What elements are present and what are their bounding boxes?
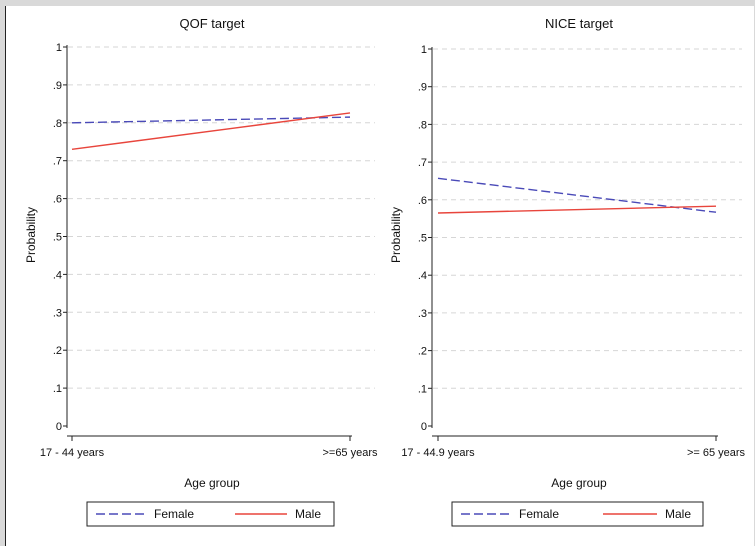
legend-female-label: Female bbox=[154, 507, 194, 521]
y-tick-label: .3 bbox=[53, 307, 62, 319]
y-axis-title-qof: Probability bbox=[24, 207, 38, 263]
x-axis-title-qof: Age group bbox=[184, 476, 240, 490]
y-tick-label: .6 bbox=[418, 195, 427, 207]
y-tick-label: .7 bbox=[53, 156, 62, 168]
y-tick-label: .2 bbox=[53, 345, 62, 357]
series-nice bbox=[437, 177, 717, 214]
y-tick-label: .4 bbox=[418, 270, 427, 282]
series-qof bbox=[71, 112, 351, 151]
x-ticks-nice: 17 - 44.9 years >= 65 years bbox=[401, 435, 746, 459]
gridlines-nice bbox=[433, 48, 742, 389]
y-tick-label: .6 bbox=[53, 194, 62, 206]
x-tick-label: >= 65 years bbox=[687, 447, 746, 459]
y-tick-label: 0 bbox=[56, 421, 62, 433]
y-tick-label: .1 bbox=[53, 383, 62, 395]
y-tick-label: .8 bbox=[53, 118, 62, 130]
y-tick-label: .4 bbox=[53, 269, 62, 281]
y-tick-label: 1 bbox=[421, 44, 427, 56]
y-axis-title-nice: Probability bbox=[389, 207, 403, 263]
y-tick-label: .7 bbox=[418, 157, 427, 169]
y-ticks-qof: 0 .1 .2 .3 .4 .5 .6 .7 .8 .9 1 bbox=[53, 42, 68, 433]
series-line-female bbox=[71, 116, 351, 124]
y-ticks-nice: 0 .1 .2 .3 .4 .5 .6 .7 .8 .9 1 bbox=[418, 44, 433, 433]
y-tick-label: .5 bbox=[53, 232, 62, 244]
legend-male-label: Male bbox=[665, 507, 691, 521]
legend-nice: Female Male bbox=[451, 501, 704, 527]
panel-title-nice: NICE target bbox=[545, 16, 613, 31]
y-tick-label: .9 bbox=[53, 80, 62, 92]
y-tick-label: .8 bbox=[418, 119, 427, 131]
gridlines-qof bbox=[68, 46, 375, 389]
series-line-male bbox=[437, 205, 717, 214]
y-tick-label: 0 bbox=[421, 421, 427, 433]
y-tick-label: .5 bbox=[418, 233, 427, 245]
x-ticks-qof: 17 - 44 years >=65 years bbox=[40, 435, 378, 459]
x-tick-label: 17 - 44.9 years bbox=[401, 447, 475, 459]
legend-qof: Female Male bbox=[86, 501, 335, 527]
panel-nice-target: NICE target Age group Probability 0 .1 .2.… bbox=[389, 16, 746, 527]
x-tick-label: 17 - 44 years bbox=[40, 447, 105, 459]
x-tick-label: >=65 years bbox=[322, 447, 378, 459]
y-tick-label: .2 bbox=[418, 346, 427, 358]
figure bbox=[5, 6, 754, 546]
series-line-male bbox=[71, 112, 351, 151]
legend-female-label: Female bbox=[519, 507, 559, 521]
y-tick-label: .9 bbox=[418, 82, 427, 94]
y-tick-label: .3 bbox=[418, 308, 427, 320]
panel-title-qof: QOF target bbox=[179, 16, 244, 31]
figure-border bbox=[5, 6, 6, 546]
y-tick-label: 1 bbox=[56, 42, 62, 54]
panel-qof-target: QOF target Age group Probability 0 .1 .2 .3… bbox=[24, 16, 378, 527]
x-axis-title-nice: Age group bbox=[551, 476, 607, 490]
y-tick-label: .1 bbox=[418, 383, 427, 395]
series-line-female bbox=[437, 177, 717, 213]
legend-male-label: Male bbox=[295, 507, 321, 521]
